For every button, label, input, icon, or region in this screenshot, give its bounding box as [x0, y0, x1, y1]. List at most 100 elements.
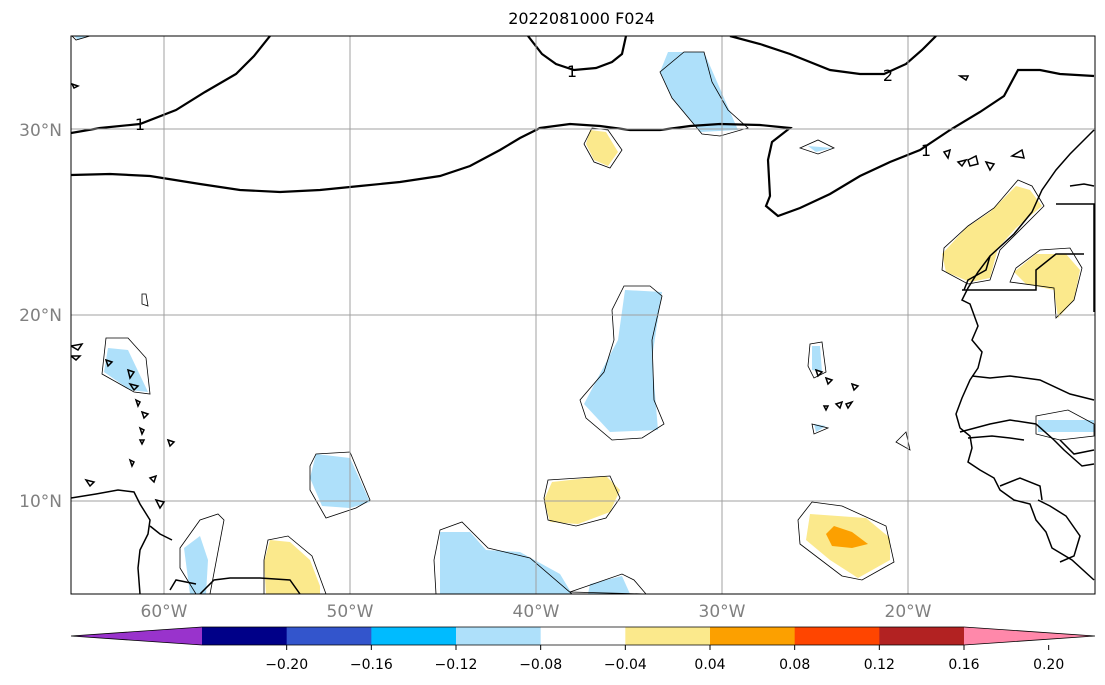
outline-sa-yellow [263, 535, 327, 594]
fill-yellow-central [544, 476, 620, 524]
fill-blue-sa-coast [184, 536, 208, 594]
coast-sa-3 [149, 525, 173, 541]
negative-anomaly-fills [74, 36, 1094, 594]
island-antilles-5 [138, 426, 146, 436]
island-canaries-4 [984, 160, 996, 172]
fill-blue-caribbean-north [104, 348, 148, 392]
contour-label-2: 2 [883, 66, 893, 85]
fill-blue-south-small [588, 576, 630, 594]
longitude-labels: 60°W 50°W 40°W 30°W 20°W [141, 602, 932, 622]
fill-blue-north-azores [660, 52, 738, 132]
contour-1-north [527, 36, 628, 72]
island-cape-verde-4 [822, 405, 830, 412]
lat-label-30n: 30°N [19, 121, 62, 141]
map-frame [70, 35, 1096, 595]
fill-yellow-azores [586, 130, 618, 166]
fill-yellow-sahara-2 [1014, 254, 1080, 318]
fill-yellow-sa [264, 540, 320, 594]
outline-west [309, 451, 371, 519]
outline-tiny-4 [811, 423, 830, 435]
island-cape-verde-6 [844, 400, 854, 410]
colorbar: −0.20 −0.16 −0.12 −0.08 −0.04 0.04 0.08 0.12 0.1… [70, 626, 1096, 673]
lon-label-40w: 40°W [513, 602, 560, 622]
lon-label-30w: 30°W [699, 602, 746, 622]
gridlines [71, 36, 1095, 594]
island-cape-verde-2 [824, 376, 834, 386]
island-bermuda [71, 82, 80, 90]
coast-africa-west [955, 129, 1095, 581]
island-canaries-1 [942, 148, 952, 160]
colorbar-segments [70, 626, 1096, 646]
anomaly-outlines [71, 36, 1095, 594]
coast-sa-2 [199, 577, 301, 594]
island-antilles-6 [138, 439, 146, 446]
island-cape-verde-5 [834, 400, 844, 410]
fill-blue-west [310, 454, 370, 508]
fill-blue-south-central [440, 532, 572, 594]
fill-blue-central [584, 290, 662, 432]
island-antilles-2 [128, 382, 140, 392]
colorbar-tick-label: 0.20 [1033, 657, 1064, 673]
colorbar-tick-label: 0.04 [694, 657, 725, 673]
coast-africa-senegal [959, 419, 1095, 467]
outline-south-small [569, 573, 647, 594]
bold-contours [71, 36, 1095, 218]
island-cape-verde-3 [850, 382, 860, 392]
coast-sa [71, 489, 151, 594]
outline-tiny-5 [141, 293, 149, 307]
coast-africa-border-3 [963, 255, 991, 291]
colorbar-segment [625, 627, 711, 645]
outline-tiny-2 [798, 139, 835, 155]
island-antilles-12 [71, 355, 82, 362]
island-madeira [957, 75, 970, 82]
map-title: 2022081000 F024 [508, 9, 655, 28]
contour-label-1-north: 1 [567, 62, 577, 81]
island-antilles-7 [128, 458, 136, 468]
outline-africa-blue [1035, 409, 1095, 441]
colorbar-tick-label: −0.08 [519, 657, 562, 673]
contour-1-nw [71, 36, 271, 135]
island-antilles-9 [148, 474, 158, 484]
colorbar-tick-label: 0.08 [779, 657, 810, 673]
coast-africa-gambia [967, 435, 1025, 441]
colorbar-outline [70, 626, 1096, 646]
colorbar-segment [540, 627, 626, 645]
colorbar-extend-high [964, 627, 1095, 645]
outline-east [797, 501, 895, 581]
colorbar-segment [879, 627, 965, 645]
island-antilles-10 [104, 358, 114, 368]
outline-tiny-6 [71, 36, 91, 41]
fill-blue-tiny-2 [814, 424, 826, 432]
lon-label-60w: 60°W [141, 602, 188, 622]
island-trinidad [154, 498, 166, 510]
colorbar-tick-label: −0.12 [435, 657, 478, 673]
coast-africa-inner-3 [999, 477, 1043, 501]
contour-label-1-nw: 1 [135, 115, 145, 134]
island-cape-verde-1 [814, 368, 824, 378]
colorbar-segment [202, 627, 288, 645]
contour-labels: 1 1 2 1 [135, 62, 931, 160]
colorbar-tick-label: −0.04 [604, 657, 647, 673]
island-antilles-13 [84, 478, 96, 488]
map-layers: 1 1 2 1 [71, 36, 1095, 594]
contour-1-mid [71, 68, 1095, 218]
island-antilles-11 [71, 342, 84, 351]
lon-label-20w: 20°W [885, 602, 932, 622]
island-canaries-5 [1009, 148, 1026, 159]
outline-azores-yellow [583, 127, 623, 169]
island-antilles-3 [134, 398, 142, 408]
lat-label-20n: 20°N [19, 306, 62, 326]
contour-2 [729, 36, 937, 76]
colorbar-tick-label: −0.16 [350, 657, 393, 673]
positive-anomaly-fills [264, 130, 1080, 594]
colorbar-extend-low [71, 627, 202, 645]
colorbar-segment [710, 627, 796, 645]
coast-sa-4 [169, 579, 197, 591]
fill-blue-tiny-1 [812, 346, 822, 372]
outline-north-azores [659, 51, 749, 137]
outline-central-yellow [543, 475, 621, 527]
outline-south-central [433, 521, 573, 594]
coast-africa-border-1 [962, 253, 1084, 291]
coast-africa-inner-4 [1059, 439, 1095, 455]
